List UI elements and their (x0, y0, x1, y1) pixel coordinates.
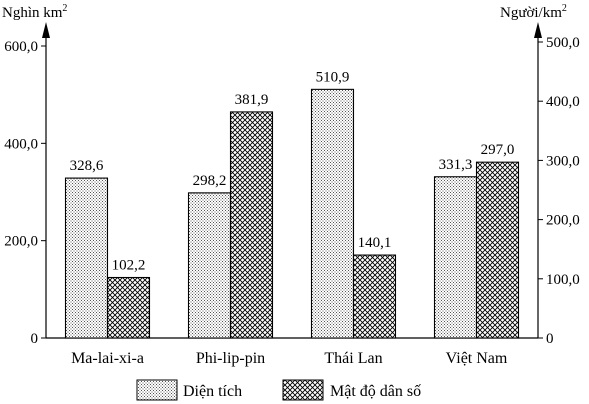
data-label: 102,2 (112, 257, 146, 273)
y-right-tick-label: 100,0 (546, 272, 580, 288)
y-right-tick-label: 300,0 (546, 153, 580, 169)
data-label: 140,1 (358, 235, 392, 251)
legend-swatch-dien-tich (136, 379, 178, 401)
bar-mat-do-1 (229, 111, 274, 339)
y-left-tick-label: 400,0 (4, 136, 38, 152)
bar-dien-tich-2 (310, 88, 355, 339)
y-left-tick-label: 600,0 (4, 39, 38, 55)
legend-label-mat-do: Mật độ dân số (330, 383, 421, 400)
bar-dien-tich-1 (187, 192, 232, 339)
y-right-unit: Người/km2 (500, 3, 567, 21)
legend: Diện tích Mật độ dân số (136, 379, 421, 401)
bar-mat-do-2 (352, 254, 397, 339)
y-left-tick-label: 0 (31, 331, 39, 347)
y-left-tick-label: 200,0 (4, 234, 38, 250)
bar-mat-do-3 (475, 161, 520, 339)
y-right-axis-arrow (534, 22, 542, 38)
y-right-tick-label: 400,0 (546, 94, 580, 110)
category-label: Việt Nam (446, 350, 508, 367)
y-right-tick-label: 200,0 (546, 213, 580, 229)
legend-swatch-mat-do (282, 379, 324, 401)
y-right-tick-label: 0 (546, 331, 554, 347)
y-left-axis-arrow (42, 22, 50, 38)
legend-label-dien-tich: Diện tích (183, 383, 242, 400)
y-left-unit: Nghìn km2 (2, 3, 67, 21)
y-right-tick-label: 500,0 (546, 35, 580, 51)
bar-dien-tich-3 (433, 176, 478, 339)
category-label: Thái Lan (324, 350, 382, 367)
bar-dien-tich-0 (64, 177, 109, 339)
data-label: 328,6 (70, 158, 104, 174)
data-label: 298,2 (193, 173, 227, 189)
data-label: 381,9 (235, 92, 269, 108)
category-label: Phi-lip-pin (196, 350, 265, 367)
data-label: 297,0 (481, 142, 515, 158)
data-label: 331,3 (439, 157, 473, 173)
category-label: Ma-lai-xi-a (71, 350, 144, 367)
data-label: 510,9 (316, 69, 350, 85)
bar-mat-do-0 (106, 276, 151, 339)
